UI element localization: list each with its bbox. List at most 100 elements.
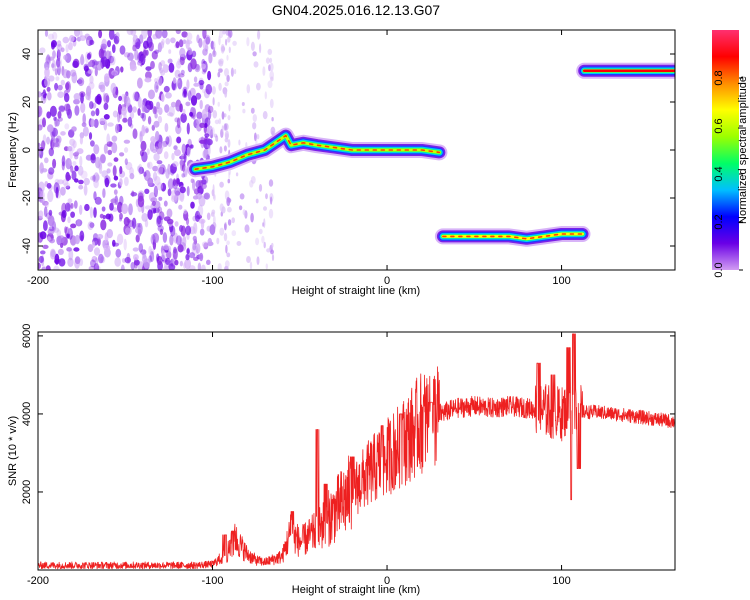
noise-blob bbox=[103, 102, 109, 110]
noise-blob bbox=[141, 101, 145, 113]
noise-blob bbox=[146, 103, 154, 110]
noise-blob bbox=[145, 66, 152, 71]
noise-blob bbox=[226, 240, 230, 246]
snr-y-axis-title: SNR (10 * v/v) bbox=[7, 416, 19, 486]
noise-blob bbox=[89, 101, 94, 110]
noise-blob bbox=[263, 218, 266, 229]
noise-blob bbox=[223, 123, 227, 131]
noise-blob bbox=[271, 254, 275, 261]
noise-blob bbox=[270, 126, 276, 136]
noise-blob bbox=[250, 176, 256, 184]
noise-blob bbox=[224, 123, 229, 131]
noise-blob bbox=[226, 54, 229, 61]
noise-blob bbox=[119, 178, 123, 186]
noise-blob bbox=[152, 232, 160, 243]
noise-blob bbox=[79, 230, 85, 242]
noise-blob bbox=[113, 175, 119, 181]
noise-blob bbox=[187, 47, 192, 56]
noise-blob bbox=[181, 143, 186, 154]
noise-blob bbox=[45, 265, 51, 270]
noise-blob bbox=[103, 114, 110, 120]
noise-blob bbox=[70, 202, 74, 209]
noise-blob bbox=[256, 82, 261, 91]
noise-blob bbox=[90, 110, 96, 117]
noise-blob bbox=[227, 115, 231, 121]
noise-blob bbox=[65, 158, 72, 170]
noise-blob bbox=[149, 141, 155, 152]
noise-blob bbox=[210, 40, 215, 50]
noise-blob bbox=[190, 144, 194, 149]
noise-blob bbox=[65, 82, 70, 91]
noise-blob bbox=[270, 76, 274, 82]
noise-blob bbox=[57, 49, 61, 59]
noise-blob bbox=[54, 68, 58, 76]
noise-blob bbox=[49, 105, 57, 117]
noise-blob bbox=[165, 38, 171, 45]
x-tick-label: -100 bbox=[202, 575, 224, 587]
noise-blob bbox=[154, 78, 158, 83]
noise-blob bbox=[161, 93, 165, 102]
noise-blob bbox=[125, 227, 131, 235]
noise-blob bbox=[177, 77, 183, 90]
noise-blob bbox=[227, 30, 233, 39]
noise-blob bbox=[132, 247, 139, 252]
noise-blob bbox=[201, 241, 209, 248]
noise-blob bbox=[110, 55, 116, 66]
noise-blob bbox=[60, 47, 65, 53]
noise-blob bbox=[226, 74, 230, 82]
noise-blob bbox=[93, 144, 100, 155]
noise-blob bbox=[88, 265, 96, 270]
noise-blob bbox=[54, 253, 60, 265]
noise-blob bbox=[79, 55, 85, 66]
noise-blob bbox=[93, 60, 99, 66]
noise-blob bbox=[197, 262, 202, 270]
noise-blob bbox=[186, 186, 190, 197]
noise-blob bbox=[89, 39, 95, 46]
noise-blob bbox=[163, 85, 170, 93]
noise-blob bbox=[89, 222, 95, 229]
noise-blob bbox=[226, 252, 231, 258]
noise-blob bbox=[269, 62, 274, 72]
noise-blob bbox=[38, 210, 44, 219]
noise-blob bbox=[143, 258, 151, 269]
noise-blob bbox=[147, 177, 154, 187]
noise-blob bbox=[153, 153, 160, 162]
noise-blob bbox=[205, 84, 213, 95]
noise-blob bbox=[254, 132, 257, 142]
noise-blob bbox=[51, 63, 55, 68]
noise-blob bbox=[271, 242, 274, 248]
noise-blob bbox=[79, 155, 83, 167]
noise-blob bbox=[111, 142, 118, 154]
noise-blob bbox=[227, 219, 232, 226]
noise-blob bbox=[227, 206, 232, 213]
noise-blob bbox=[143, 171, 147, 177]
noise-blob bbox=[148, 245, 152, 255]
noise-blob bbox=[246, 84, 251, 94]
noise-blob bbox=[43, 93, 47, 99]
noise-blob bbox=[180, 69, 185, 75]
noise-blob bbox=[223, 113, 227, 118]
noise-blob bbox=[119, 195, 124, 206]
noise-blob bbox=[213, 194, 216, 201]
noise-blob bbox=[148, 89, 155, 100]
noise-blob bbox=[46, 182, 52, 189]
noise-blob bbox=[107, 40, 111, 48]
noise-blob bbox=[123, 238, 127, 251]
snr-panel: -200 -100 0 100 2000 4000 6000 Height of strai… bbox=[7, 324, 676, 596]
noise-blob bbox=[93, 207, 97, 218]
noise-blob bbox=[236, 241, 242, 246]
noise-blob bbox=[198, 37, 203, 48]
noise-blob bbox=[227, 178, 231, 184]
noise-blob bbox=[179, 260, 183, 267]
noise-blob bbox=[112, 44, 116, 54]
noise-blob bbox=[70, 165, 74, 173]
noise-blob bbox=[66, 229, 72, 235]
noise-blob bbox=[44, 157, 49, 164]
noise-blob bbox=[202, 39, 208, 50]
noise-blob bbox=[217, 101, 220, 107]
noise-blob bbox=[85, 91, 91, 101]
noise-blob bbox=[160, 182, 167, 192]
noise-blob bbox=[244, 224, 250, 233]
noise-blob bbox=[170, 225, 176, 237]
noise-blob bbox=[175, 235, 182, 246]
